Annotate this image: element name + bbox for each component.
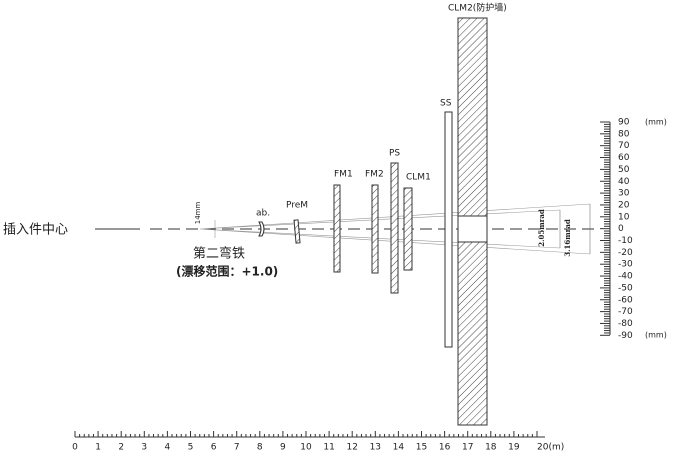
ruler-label: -50 bbox=[618, 283, 633, 293]
ruler-label: 30 bbox=[618, 189, 630, 199]
x-label: 18 bbox=[485, 443, 497, 453]
element-label: PreM bbox=[286, 201, 308, 211]
wall-opening bbox=[457, 215, 488, 243]
ruler-label: 20 bbox=[618, 200, 630, 210]
prem bbox=[293, 219, 301, 244]
ab-lens bbox=[258, 221, 265, 237]
ruler-label: 40 bbox=[618, 177, 630, 187]
ruler-label: -70 bbox=[618, 307, 633, 317]
bend-name: 第二弯铁 bbox=[193, 246, 245, 262]
ruler-label: -80 bbox=[618, 319, 633, 329]
ruler-label: 10 bbox=[618, 212, 630, 222]
ruler-label: -60 bbox=[618, 295, 633, 305]
clm1 bbox=[403, 187, 413, 271]
x-label: 13 bbox=[370, 443, 381, 453]
ruler-label: -90 bbox=[618, 331, 633, 341]
ruler-label: 80 bbox=[618, 129, 630, 139]
x-label: 9 bbox=[280, 443, 286, 453]
element-label: FM2 bbox=[365, 170, 384, 180]
ruler-unit: (mm) bbox=[645, 118, 667, 127]
x-label: 20(m) bbox=[537, 443, 564, 453]
ps bbox=[390, 162, 399, 294]
x-label: 8 bbox=[257, 443, 263, 453]
x-label: 15 bbox=[416, 443, 427, 453]
ruler-label: 70 bbox=[618, 141, 630, 151]
x-label: 4 bbox=[165, 443, 171, 453]
ruler-label: 50 bbox=[618, 165, 630, 175]
ss bbox=[444, 111, 453, 348]
element-label: SS bbox=[440, 99, 452, 109]
fm2 bbox=[371, 184, 379, 274]
ruler-label: -20 bbox=[618, 248, 633, 258]
x-label: 3 bbox=[141, 443, 147, 453]
element-label: CLM1 bbox=[406, 173, 431, 183]
x-label: 2 bbox=[118, 443, 124, 453]
element-label: FM1 bbox=[334, 170, 353, 180]
element-label: CLM2(防护墙) bbox=[448, 2, 507, 14]
x-label: 16 bbox=[439, 443, 451, 453]
divergence-label: 2.05mrad bbox=[537, 209, 546, 247]
x-axis: 0 1 2 3 4 5 6 7 8 9 10 11 12 13 14 15 16 17 18 19 20(m) bbox=[72, 431, 564, 453]
x-label: 19 bbox=[508, 443, 520, 453]
element-label: PS bbox=[389, 149, 400, 159]
x-label: 5 bbox=[188, 443, 194, 453]
source-label: 插入件中心 bbox=[3, 223, 68, 238]
x-label: 6 bbox=[211, 443, 217, 453]
x-label: 10 bbox=[300, 443, 312, 453]
ruler-label: 60 bbox=[618, 153, 630, 163]
x-label: 11 bbox=[323, 443, 334, 453]
x-label: 12 bbox=[346, 443, 357, 453]
ruler-label: -30 bbox=[618, 260, 633, 270]
divergence-label: 3.16mrad bbox=[563, 219, 572, 257]
x-label: 17 bbox=[462, 443, 473, 453]
element-label: ab. bbox=[256, 209, 270, 219]
x-label: 1 bbox=[95, 443, 101, 453]
ruler-label: -10 bbox=[618, 236, 633, 246]
aperture: 14mm bbox=[194, 202, 202, 225]
ruler-label: -40 bbox=[618, 272, 633, 282]
ruler-unit: (mm) bbox=[645, 331, 667, 340]
bend-range: (漂移范围：+1.0) bbox=[176, 264, 278, 279]
fm1 bbox=[333, 184, 341, 273]
x-label: 14 bbox=[393, 443, 405, 453]
ruler-label: 0 bbox=[618, 224, 624, 234]
x-label: 0 bbox=[72, 443, 78, 453]
x-label: 7 bbox=[234, 443, 240, 453]
ruler-label: 90 bbox=[618, 118, 630, 128]
